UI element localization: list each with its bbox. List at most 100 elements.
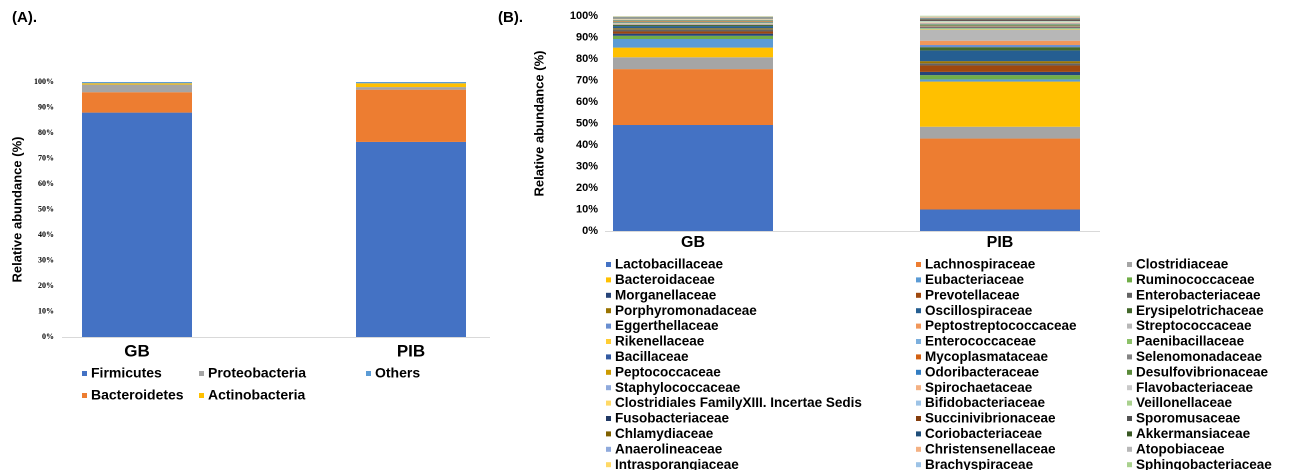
legend-swatch bbox=[1127, 354, 1132, 360]
y-axis-label: Relative abundance (%) bbox=[531, 51, 546, 197]
legend-label: Porphyromonadaceae bbox=[615, 303, 757, 318]
legend-swatch bbox=[1127, 446, 1132, 452]
legend-swatch bbox=[1127, 431, 1132, 437]
bar-segment bbox=[613, 35, 773, 40]
bar-segment bbox=[613, 33, 773, 36]
bar-segment bbox=[920, 29, 1080, 41]
y-tick-label: 70% bbox=[38, 153, 54, 162]
y-tick-label: 60% bbox=[38, 179, 54, 188]
bar-segment bbox=[920, 75, 1080, 80]
y-tick-label: 100% bbox=[570, 10, 598, 22]
y-tick-label: 30% bbox=[576, 160, 598, 172]
y-tick-label: 80% bbox=[576, 53, 598, 65]
y-tick-label: 10% bbox=[38, 306, 54, 315]
legend-swatch bbox=[606, 400, 611, 406]
legend-label: Oscillospiraceae bbox=[925, 303, 1033, 318]
bar-segment bbox=[613, 31, 773, 34]
bar-segment bbox=[613, 28, 773, 30]
legend-swatch bbox=[1127, 462, 1132, 468]
bar-segment bbox=[613, 26, 773, 29]
legend-label: Peptococcaceae bbox=[615, 364, 721, 379]
y-tick-label: 80% bbox=[38, 128, 54, 137]
legend-swatch bbox=[916, 339, 921, 344]
legend-label: Prevotellaceae bbox=[925, 287, 1020, 302]
legend-swatch bbox=[916, 262, 921, 267]
bar-segment bbox=[82, 92, 192, 113]
legend-label: Firmicutes bbox=[91, 365, 162, 381]
legend-swatch bbox=[606, 277, 611, 283]
bar-segment bbox=[613, 25, 773, 27]
bar-segment bbox=[82, 83, 192, 85]
legend-label: Others bbox=[375, 365, 420, 381]
legend-swatch bbox=[606, 354, 611, 360]
bar-segment bbox=[82, 82, 192, 84]
legend-swatch bbox=[606, 369, 611, 375]
y-tick-label: 0% bbox=[42, 332, 54, 341]
legend-label: Desulfovibrionaceae bbox=[1136, 364, 1269, 379]
legend-swatch bbox=[606, 262, 611, 267]
legend-label: Intrasporangiaceae bbox=[615, 457, 739, 470]
legend-label: Anaerolineaceae bbox=[615, 441, 723, 456]
bar-segment bbox=[920, 40, 1080, 46]
legend-label: Streptococcaceae bbox=[1136, 318, 1252, 333]
legend-label: Odoribacteraceae bbox=[925, 364, 1040, 379]
legend-swatch bbox=[1127, 323, 1132, 329]
bar-segment bbox=[920, 28, 1080, 29]
legend-label: Enterococcaceae bbox=[925, 334, 1037, 349]
x-tick-label: PIB bbox=[397, 341, 425, 360]
legend-swatch bbox=[1127, 369, 1132, 375]
legend-label: Rikenellaceae bbox=[615, 334, 705, 349]
legend-label: Bacillaceae bbox=[615, 349, 689, 364]
legend-label: Morganellaceae bbox=[615, 287, 717, 302]
bar-segment bbox=[356, 83, 466, 88]
y-tick-label: 90% bbox=[576, 31, 598, 43]
bar-segment bbox=[920, 81, 1080, 127]
y-tick-label: 50% bbox=[38, 204, 54, 213]
legend-label: Clostridiaceae bbox=[1136, 257, 1229, 272]
legend-label: Eggerthellaceae bbox=[615, 318, 719, 333]
y-tick-label: 90% bbox=[38, 102, 54, 111]
legend-label: Brachyspiraceae bbox=[925, 457, 1034, 470]
panel-title: (A). bbox=[12, 9, 37, 26]
y-tick-label: 20% bbox=[38, 281, 54, 290]
legend-swatch bbox=[916, 446, 921, 452]
legend-label: Staphylococcaceae bbox=[615, 380, 741, 395]
bar-segment bbox=[356, 82, 466, 84]
legend-swatch bbox=[1127, 292, 1132, 298]
bar-segment bbox=[82, 112, 192, 337]
legend-label: Proteobacteria bbox=[208, 365, 306, 381]
legend-label: Bacteroidaceae bbox=[615, 272, 715, 287]
y-tick-label: 30% bbox=[38, 255, 54, 264]
y-tick-label: 40% bbox=[38, 230, 54, 239]
legend-label: Paenibacillaceae bbox=[1136, 334, 1245, 349]
legend-swatch bbox=[916, 385, 921, 391]
legend-label: Peptostreptococcaceae bbox=[925, 318, 1077, 333]
bar-segment bbox=[920, 26, 1080, 28]
bar-segment bbox=[356, 141, 466, 337]
bar-segment bbox=[920, 79, 1080, 82]
bar-segment bbox=[920, 63, 1080, 66]
bar-segment bbox=[920, 27, 1080, 29]
bar-segment bbox=[920, 138, 1080, 210]
bar-segment bbox=[613, 57, 773, 70]
x-tick-label: GB bbox=[124, 341, 150, 360]
bar-segment bbox=[613, 39, 773, 48]
legend-label: Sporomusaceae bbox=[1136, 411, 1241, 426]
bar-segment bbox=[920, 50, 1080, 62]
legend-swatch bbox=[916, 292, 921, 298]
legend-label: Bacteroidetes bbox=[91, 387, 184, 403]
y-tick-label: 60% bbox=[576, 96, 598, 108]
legend-swatch bbox=[199, 393, 204, 398]
y-tick-label: 0% bbox=[582, 225, 598, 237]
bar-segment bbox=[613, 69, 773, 126]
legend-swatch bbox=[916, 416, 921, 421]
legend-swatch bbox=[916, 308, 921, 314]
legend-swatch bbox=[1127, 400, 1132, 406]
x-tick-label: GB bbox=[681, 234, 705, 251]
y-tick-label: 50% bbox=[576, 117, 598, 129]
legend-label: Fusobacteriaceae bbox=[615, 411, 730, 426]
legend-swatch bbox=[916, 369, 921, 375]
bar-segment bbox=[920, 65, 1080, 72]
bar-segment bbox=[920, 26, 1080, 27]
